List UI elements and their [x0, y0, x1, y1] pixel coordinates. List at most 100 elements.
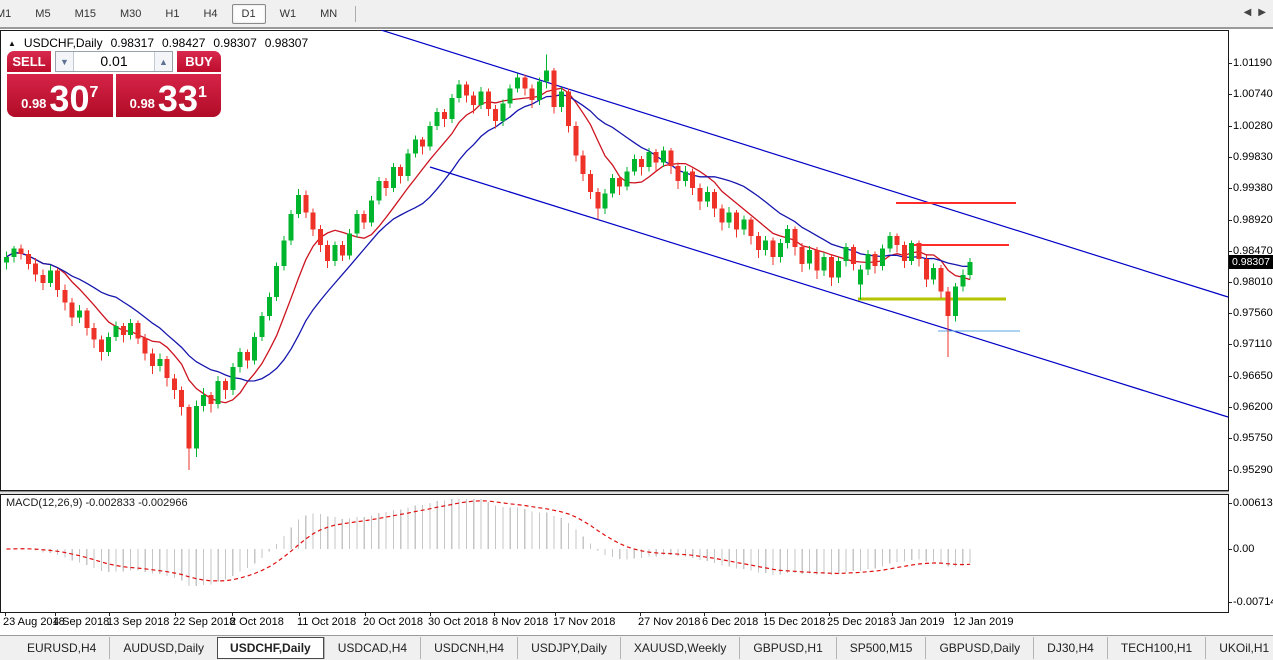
chart-tab-usdcad-h4[interactable]: USDCAD,H4: [323, 637, 420, 659]
candle-body: [901, 245, 907, 261]
candle-body: [215, 381, 221, 404]
date-axis-tick: [955, 612, 956, 616]
timeframe-button-mn[interactable]: MN: [320, 7, 338, 20]
candle-body: [310, 212, 316, 230]
candle-body: [865, 254, 871, 270]
sell-quote-button[interactable]: 0.98 30 7: [7, 74, 113, 117]
slow-ma-line: [6, 93, 971, 382]
channel-lower[interactable]: [429, 166, 1229, 418]
channel-upper[interactable]: [380, 30, 1229, 298]
main-chart-canvas[interactable]: [0, 30, 1229, 491]
candle-body: [456, 84, 462, 99]
candle-body: [931, 267, 937, 280]
candle-body: [544, 70, 550, 82]
candle-body: [945, 291, 951, 317]
candle-body: [916, 243, 922, 259]
date-axis-label: 27 Nov 2018: [638, 616, 701, 628]
window-collapse-icon[interactable]: ▲: [8, 38, 16, 48]
timeframe-button-m1[interactable]: M1: [0, 7, 12, 20]
volume-decrease-icon[interactable]: ▼: [56, 52, 74, 71]
timeframe-button-w1[interactable]: W1: [279, 7, 297, 20]
candle-body: [11, 248, 17, 257]
chart-tab-sp500-m15[interactable]: SP500,M15: [835, 637, 926, 659]
sell-button[interactable]: SELL: [7, 51, 51, 72]
candle-body: [807, 249, 812, 264]
candle-body: [4, 256, 9, 263]
timeframe-button-d1[interactable]: D1: [231, 3, 266, 24]
chart-tab-dj30-h4[interactable]: DJ30,H4: [1033, 637, 1107, 659]
date-axis-tick: [829, 612, 830, 616]
price-axis-label: 0.96200: [1233, 401, 1273, 413]
candle-body: [230, 367, 236, 390]
candle-body: [369, 200, 374, 223]
timeframe-button-m15[interactable]: M15: [74, 7, 96, 20]
chart-tab-usdchf-daily[interactable]: USDCHF,Daily: [217, 637, 324, 659]
timeframe-button-m5[interactable]: M5: [35, 7, 51, 20]
candle-body: [354, 214, 360, 234]
candle-body: [522, 77, 528, 89]
candle-body: [712, 192, 718, 209]
candle-body: [442, 112, 447, 119]
date-axis-label: 6 Dec 2018: [702, 616, 759, 628]
chart-tab-audusd-daily[interactable]: AUDUSD,Daily: [109, 637, 217, 659]
candle-body: [449, 98, 455, 119]
candle-body: [244, 352, 250, 361]
chart-title: ▲ USDCHF,Daily 0.98317 0.98427 0.98307 0…: [8, 36, 308, 50]
buy-button[interactable]: BUY: [177, 51, 221, 72]
chart-tab-ukoil-h1[interactable]: UKOil,H1: [1205, 637, 1273, 659]
volume-increase-icon[interactable]: ▲: [154, 52, 172, 71]
candle-body: [923, 258, 929, 280]
candle-body: [33, 263, 39, 275]
macd-signal-line: [6, 500, 971, 582]
tab-scroll-left-icon[interactable]: ◀: [1243, 7, 1252, 18]
chart-tab-gbpusd-h1[interactable]: GBPUSD,H1: [739, 637, 835, 659]
candle-body: [894, 236, 900, 246]
chart-tab-usdjpy-daily[interactable]: USDJPY,Daily: [517, 637, 620, 659]
candle-body: [317, 229, 323, 246]
chart-tab-xauusd-weekly[interactable]: XAUUSD,Weekly: [619, 637, 739, 659]
candle-body: [47, 270, 53, 283]
chart-tab-usdcnh-h4[interactable]: USDCNH,H4: [420, 637, 517, 659]
candle-body: [828, 256, 834, 278]
price-axis-tick: [1228, 282, 1232, 283]
price-axis-tick: [1228, 188, 1232, 189]
ohlc-high: 0.98427: [162, 36, 206, 50]
chart-tab-gbpusd-daily[interactable]: GBPUSD,Daily: [925, 637, 1033, 659]
candle-body: [237, 352, 243, 368]
date-axis-tick: [232, 612, 233, 616]
candle-body: [383, 181, 389, 188]
candle-body: [507, 88, 513, 104]
volume-value[interactable]: 0.01: [100, 53, 128, 69]
candle-body: [405, 153, 411, 177]
tab-scroll-right-icon[interactable]: ▶: [1258, 7, 1266, 18]
chart-tab-eurusd-h4[interactable]: EURUSD,H4: [27, 641, 97, 655]
candle-body: [872, 254, 878, 266]
chart-tab-tech100-h1[interactable]: TECH100,H1: [1106, 637, 1205, 659]
timeframe-button-h4[interactable]: H4: [203, 7, 218, 20]
price-axis-tick: [1228, 438, 1232, 439]
date-axis[interactable]: 23 Aug 2018 4 Sep 2018 13 Sep 2018 22 Sep 2…: [0, 612, 1229, 635]
macd-canvas[interactable]: [0, 494, 1229, 612]
candle-body: [682, 171, 688, 181]
timeframe-toolbar: M1 M5 M15 M30 H1 H4 D1 W1 MN: [0, 0, 1273, 29]
panel-splitter[interactable]: [0, 491, 1229, 495]
buy-price-pip: 1: [197, 84, 207, 101]
candle-body: [120, 325, 126, 335]
candle-body: [777, 243, 783, 257]
timeframe-button-m30[interactable]: M30: [119, 7, 142, 20]
price-axis-label: 0.97560: [1233, 307, 1273, 319]
buy-quote-button[interactable]: 0.98 33 1: [115, 74, 221, 119]
candle-body: [909, 243, 915, 261]
buy-price-big: 33: [157, 78, 198, 119]
candle-body: [624, 171, 630, 187]
candle-body: [186, 407, 192, 449]
candle-body: [69, 302, 75, 318]
candle-body: [785, 229, 791, 243]
candle-body: [40, 274, 46, 284]
price-axis-label: 1.00740: [1233, 88, 1273, 100]
candle-body: [726, 212, 732, 223]
candle-body: [821, 256, 827, 271]
price-axis-label: 0.95750: [1233, 432, 1273, 444]
timeframe-button-h1[interactable]: H1: [165, 7, 180, 20]
macd-panel[interactable]: [0, 494, 1229, 613]
